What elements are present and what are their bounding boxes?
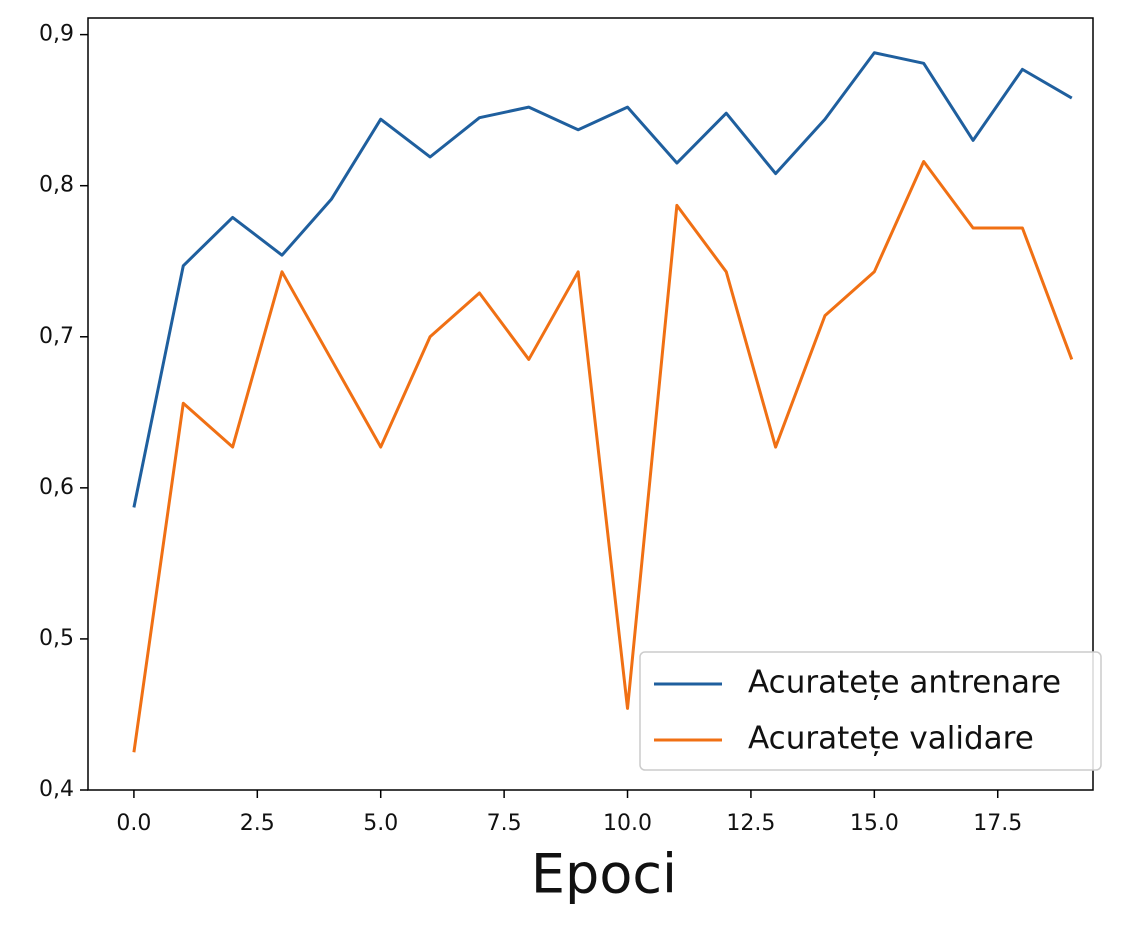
plot-frame	[87, 17, 1094, 791]
x-axis-label: Epoci	[531, 843, 677, 906]
line-series	[132, 51, 1073, 508]
line-series	[132, 160, 1074, 753]
x-tick-label: 10.0	[603, 811, 652, 836]
y-tick-label: 0,5	[39, 626, 74, 651]
x-tick-label: 2.5	[240, 811, 275, 836]
y-tick-label: 0,8	[39, 173, 74, 198]
legend-label: Acuratețe antrenare	[748, 665, 1061, 701]
y-tick-label: 0,6	[39, 475, 74, 500]
legend-label: Acuratețe validare	[748, 721, 1034, 757]
x-tick-label: 12.5	[726, 811, 775, 836]
legend-box	[639, 651, 1102, 771]
x-tick-label: 17.5	[973, 811, 1022, 836]
y-tick-label: 0,9	[39, 22, 74, 47]
x-tick-label: 15.0	[850, 811, 899, 836]
y-tick-label: 0,4	[39, 777, 74, 802]
x-tick-label: 7.5	[487, 811, 522, 836]
x-tick-label: 0.0	[116, 811, 151, 836]
x-tick-label: 5.0	[363, 811, 398, 836]
y-tick-label: 0,7	[39, 324, 74, 349]
